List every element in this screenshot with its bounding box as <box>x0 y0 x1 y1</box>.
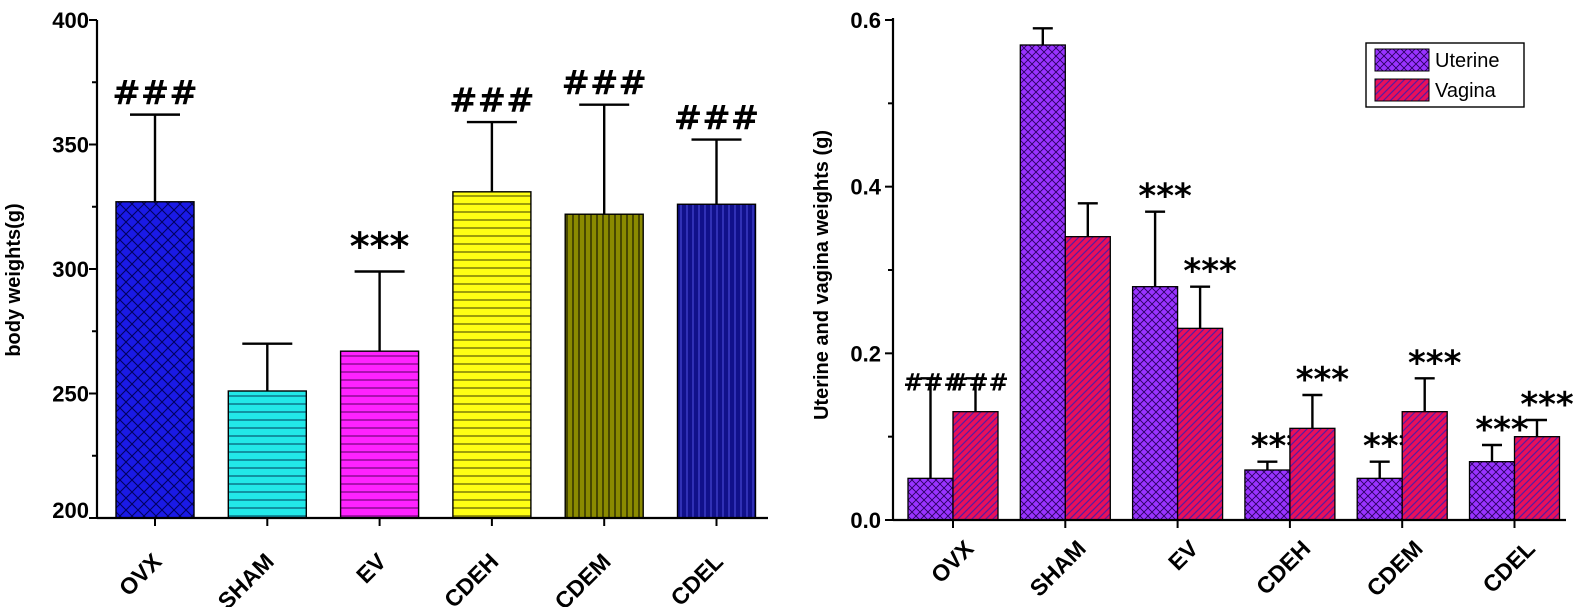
bar-vagina-ovx <box>952 411 999 521</box>
bar-sham <box>227 390 308 519</box>
organ-weight-panel: ######OVX SHAM******EV******CDEH******CDE… <box>811 8 1574 601</box>
bar-vagina-cdel <box>1513 436 1561 521</box>
y-tick-label-350: 350 <box>52 133 89 158</box>
annotation-cdem: ### <box>561 64 646 104</box>
y-tick-label-400: 400 <box>52 8 89 33</box>
annotation-vagina-cdel: *** <box>1520 385 1574 425</box>
x-label-cdeh: CDEH <box>1251 535 1315 599</box>
y-tick-label-0.0: 0.0 <box>850 508 881 533</box>
bar-uterine-sham <box>1019 44 1066 521</box>
x-label-ev: EV <box>1163 535 1204 576</box>
bar-uterine-cdeh <box>1244 469 1291 521</box>
bar-uterine-ovx <box>907 477 954 521</box>
bar-vagina-cdeh <box>1289 427 1336 521</box>
annotation-ev: *** <box>350 224 410 268</box>
x-label-ovx: OVX <box>926 535 979 588</box>
bar-uterine-cdem <box>1356 477 1403 521</box>
annotation-vagina-cdem: *** <box>1408 343 1462 383</box>
x-label-cdel: CDEL <box>665 548 728 607</box>
bar-vagina-ev <box>1176 327 1224 521</box>
annotation-uterine-ovx: ### <box>903 368 963 396</box>
annotation-vagina-cdeh: *** <box>1296 360 1350 400</box>
bar-cdem <box>564 213 644 519</box>
annotation-vagina-ev: *** <box>1183 252 1237 292</box>
bar-cdel <box>676 203 757 519</box>
legend: Uterine Vagina <box>1365 42 1525 108</box>
legend-swatch-vagina <box>1374 78 1430 102</box>
bar-ev <box>339 350 420 519</box>
y-tick-label-0.6: 0.6 <box>850 8 881 33</box>
x-label-cdeh: CDEH <box>439 548 503 607</box>
annotation-vagina-ovx: ### <box>948 368 1008 396</box>
annotation-ovx: ### <box>112 74 197 114</box>
legend-label-uterine: Uterine <box>1435 50 1499 72</box>
annotation-cdel: ### <box>674 99 759 139</box>
annotation-cdeh: ### <box>449 81 534 121</box>
x-label-sham: SHAM <box>1025 535 1091 601</box>
x-label-sham: SHAM <box>213 548 279 607</box>
bar-uterine-ev <box>1131 286 1179 521</box>
y-axis-title: body weights(g) <box>3 203 25 356</box>
y-tick-label-250: 250 <box>52 382 89 407</box>
x-label-cdem: CDEM <box>549 548 615 607</box>
x-label-cdel: CDEL <box>1477 535 1540 598</box>
x-label-ovx: OVX <box>114 548 167 601</box>
x-label-ev: EV <box>351 548 392 589</box>
annotation-uterine-ev: *** <box>1138 177 1192 217</box>
bar-uterine-cdel <box>1468 461 1516 521</box>
bar-vagina-cdem <box>1401 411 1448 521</box>
y-tick-label-0.2: 0.2 <box>850 341 881 366</box>
body-weight-panel: ### OVX SHAM *** EV ### CDEH ### CDEM ### CDEL 200 2… <box>3 8 768 607</box>
y-tick-label-0.4: 0.4 <box>850 175 881 200</box>
legend-label-vagina: Vagina <box>1435 80 1497 102</box>
y-tick-label-200: 200 <box>52 498 89 523</box>
bar-vagina-sham <box>1064 236 1111 521</box>
y-tick-label-300: 300 <box>52 257 89 282</box>
y-axis-title-right-chart: Uterine and vagina weights (g) <box>811 130 833 420</box>
bar-cdeh <box>452 191 532 519</box>
legend-swatch-uterine <box>1374 48 1430 72</box>
bar-ovx <box>115 201 195 519</box>
x-label-cdem: CDEM <box>1361 535 1427 601</box>
